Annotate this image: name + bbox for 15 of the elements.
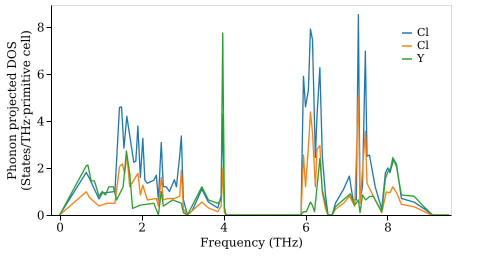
x-tick-label: 6 — [302, 220, 310, 234]
x-tick-label: 4 — [220, 220, 228, 234]
x-tick-label: 2 — [138, 220, 146, 234]
x-axis-title: Frequency (THz) — [200, 236, 303, 250]
y-tick-label: 4 — [36, 114, 45, 128]
legend-label: Cl — [417, 26, 430, 39]
y-axis-title: Phonon projected DOS (States/THz·primitive cell) — [4, 30, 33, 191]
y-tick-label: 2 — [36, 161, 44, 176]
legend-label: Cl — [417, 39, 430, 52]
y-tick-label: 6 — [36, 67, 44, 82]
x-tick-label: 8 — [384, 220, 392, 234]
y-tick-label: 8 — [36, 20, 44, 34]
y-tick-label: 0 — [36, 208, 44, 222]
legend-label: Y — [416, 52, 425, 65]
x-tick-label: 0 — [56, 220, 64, 234]
